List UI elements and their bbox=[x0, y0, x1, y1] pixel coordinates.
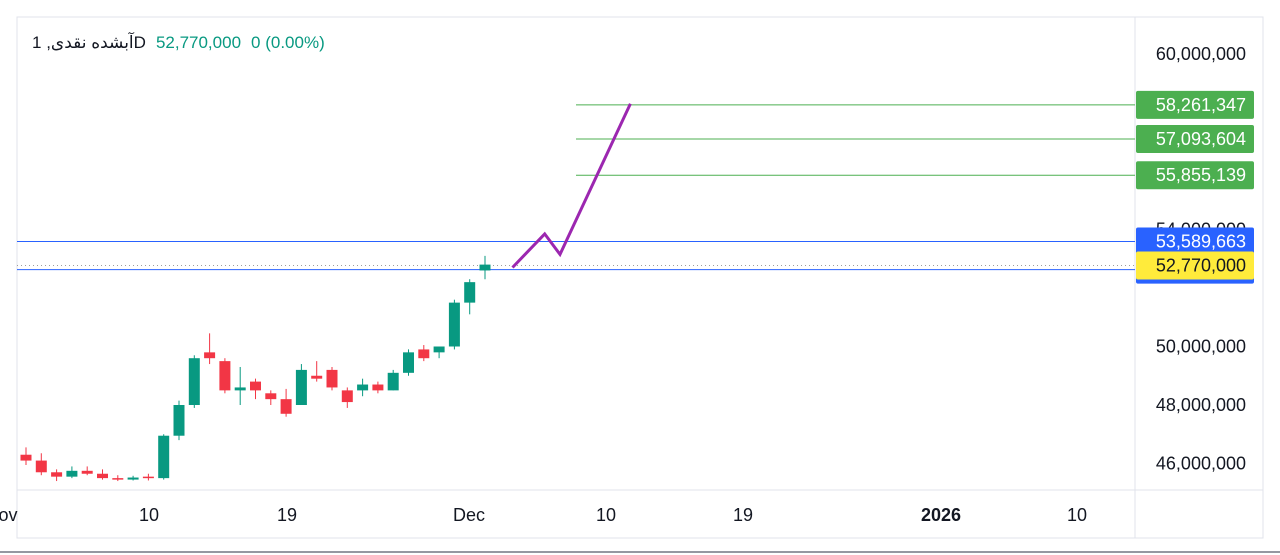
price-tick-label: 48,000,000 bbox=[1156, 395, 1246, 415]
candle-body bbox=[341, 390, 353, 403]
candle-body bbox=[326, 369, 338, 388]
price-label-text: 53,589,663 bbox=[1156, 232, 1246, 252]
time-tick-label: 10 bbox=[596, 505, 616, 525]
time-tick-label: 10 bbox=[1067, 505, 1087, 525]
candle-body bbox=[234, 387, 246, 391]
candle-body bbox=[35, 460, 47, 473]
time-axis-ticks: ov 10 19 Dec 10 19 2026 10 bbox=[0, 505, 1087, 525]
candles bbox=[20, 255, 491, 482]
symbol-header: آبشده نقدی, 1D 52,770,000 0 (0.00%) bbox=[32, 33, 325, 53]
candle-body bbox=[66, 470, 78, 477]
candle-body bbox=[403, 352, 414, 373]
candle-body bbox=[97, 473, 108, 479]
candle-body bbox=[433, 346, 445, 353]
candle-body bbox=[265, 393, 277, 400]
candle-body bbox=[204, 352, 216, 359]
time-tick-label: 19 bbox=[733, 505, 753, 525]
price-label-badge bbox=[1136, 251, 1254, 280]
horizontal-lines bbox=[17, 104, 1135, 271]
candle-body bbox=[188, 358, 200, 405]
time-tick-label: 19 bbox=[277, 505, 297, 525]
price-label-text: 52,770,000 bbox=[1156, 255, 1246, 275]
time-tick-label: Dec bbox=[453, 505, 485, 525]
candle-body bbox=[158, 435, 170, 479]
candle-body bbox=[464, 282, 476, 303]
candle-body bbox=[51, 472, 63, 477]
candle-body bbox=[448, 302, 460, 347]
candle-body bbox=[127, 477, 139, 480]
price-tick-label: 60,000,000 bbox=[1156, 44, 1246, 64]
price-labels: 53,589,66352,627,08452,770,00058,261,347… bbox=[1136, 90, 1254, 284]
candle-body bbox=[219, 361, 231, 391]
candle-body bbox=[311, 375, 323, 379]
price-axis-ticks: 60,000,000 50,000,000 48,000,000 46,000,000… bbox=[1156, 44, 1246, 474]
candle-body bbox=[357, 384, 369, 391]
price-change: 0 (0.00%) bbox=[251, 33, 325, 52]
price-label-badge bbox=[1136, 161, 1254, 190]
price-label-text: 55,855,139 bbox=[1156, 165, 1246, 185]
projection-path bbox=[511, 103, 632, 269]
candle-body bbox=[387, 372, 399, 391]
symbol-name: آبشده نقدی, 1D bbox=[32, 33, 146, 52]
candle-body bbox=[418, 349, 430, 359]
time-tick-label: ov bbox=[0, 505, 18, 525]
chart-frame bbox=[16, 16, 1264, 539]
price-label-text: 57,093,604 bbox=[1156, 129, 1246, 149]
candle-body bbox=[280, 399, 292, 414]
price-label-badge bbox=[1136, 125, 1254, 154]
price-label-badge bbox=[1136, 90, 1254, 119]
price-tick-label: 46,000,000 bbox=[1156, 454, 1246, 474]
price-label-text: 58,261,347 bbox=[1156, 95, 1246, 115]
last-price: 52,770,000 bbox=[155, 33, 242, 52]
price-label-badge bbox=[1136, 227, 1254, 256]
candle-body bbox=[372, 384, 384, 391]
candle-body bbox=[295, 369, 307, 405]
candle-body bbox=[142, 476, 154, 479]
candle-body bbox=[20, 454, 32, 461]
candle-body bbox=[81, 470, 93, 474]
time-tick-label: 2026 bbox=[921, 505, 961, 525]
candle-body bbox=[112, 478, 124, 480]
projection-line[interactable] bbox=[511, 103, 632, 269]
candle-body bbox=[173, 405, 185, 436]
candle-body bbox=[250, 381, 261, 391]
candle-body bbox=[479, 264, 491, 271]
price-tick-label: 50,000,000 bbox=[1156, 337, 1246, 357]
time-tick-label: 10 bbox=[139, 505, 159, 525]
